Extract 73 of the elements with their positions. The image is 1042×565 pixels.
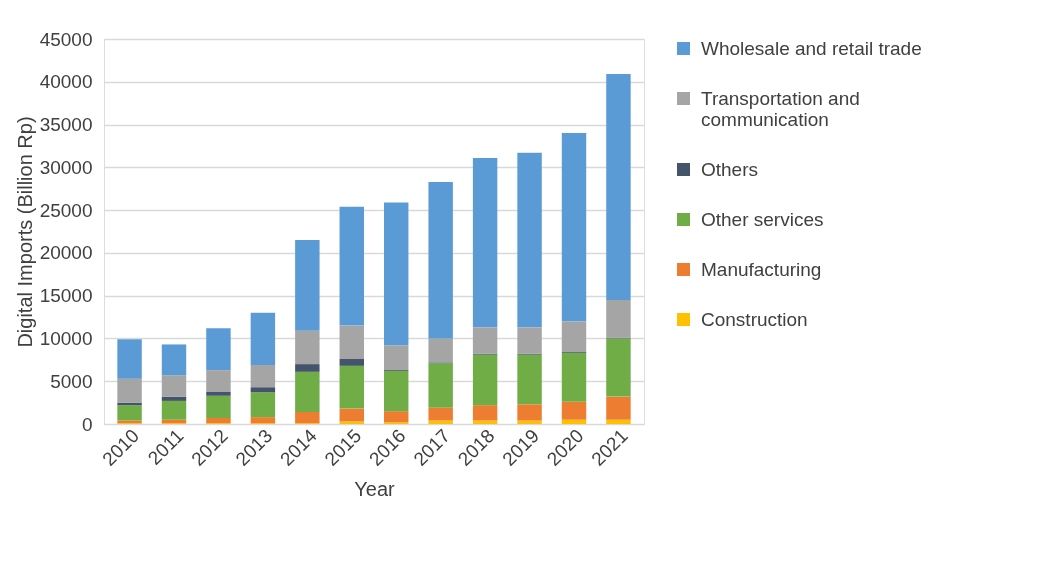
bar <box>339 365 364 409</box>
y-tick-label: 40000 <box>39 71 93 93</box>
bar <box>384 370 409 412</box>
bar <box>250 312 276 365</box>
bar <box>606 74 631 300</box>
bar <box>428 181 453 339</box>
bar <box>606 299 631 338</box>
bar <box>428 363 453 408</box>
bar <box>428 407 453 421</box>
legend-label: Manufacturing <box>701 258 822 280</box>
bar <box>339 408 364 422</box>
bar <box>295 364 320 372</box>
bar <box>472 405 498 421</box>
bar <box>206 391 231 396</box>
legend-label: Transportation and communication <box>701 87 860 130</box>
bar <box>561 419 587 424</box>
bar <box>250 387 276 393</box>
bar <box>517 327 542 354</box>
legend-label: Wholesale and retail trade <box>701 37 922 59</box>
bar <box>206 370 231 392</box>
bar <box>472 157 498 328</box>
bar <box>606 338 631 397</box>
legend-label: Construction <box>701 308 808 330</box>
bar <box>339 358 364 366</box>
bar <box>161 396 187 401</box>
bar <box>206 395 231 419</box>
bar <box>295 240 320 331</box>
y-tick-label: 25000 <box>39 199 93 221</box>
bar <box>250 364 276 388</box>
bar <box>561 401 587 420</box>
bar <box>606 419 631 424</box>
bar <box>250 417 276 424</box>
y-tick-label: 15000 <box>39 285 93 307</box>
bar <box>384 345 409 371</box>
bar <box>561 133 587 322</box>
bar <box>517 354 542 405</box>
bar <box>117 378 142 403</box>
x-axis-title: Year <box>354 477 396 500</box>
bar <box>384 202 409 346</box>
bar <box>339 206 364 326</box>
y-tick-label: 10000 <box>39 327 93 349</box>
y-tick-label: 30000 <box>39 156 93 178</box>
bar <box>472 327 498 354</box>
bar <box>117 405 142 421</box>
y-tick-label: 45000 <box>39 28 93 50</box>
bar <box>472 354 498 406</box>
bar <box>161 419 187 424</box>
bar <box>161 400 187 420</box>
bar <box>161 344 187 376</box>
bar <box>517 152 542 328</box>
bar <box>339 421 364 424</box>
y-tick-label: 5000 <box>50 370 93 392</box>
bar <box>250 392 276 418</box>
y-tick-label: 0 <box>81 413 93 435</box>
bar <box>295 412 320 424</box>
bar <box>561 352 587 402</box>
legend-label: Other services <box>701 208 824 230</box>
bar <box>295 330 320 365</box>
bar <box>561 321 587 353</box>
bar <box>339 325 364 359</box>
bar <box>295 371 320 413</box>
legend-label: Others <box>701 158 759 180</box>
bar <box>517 404 542 421</box>
bar <box>206 328 231 371</box>
bar <box>428 338 453 363</box>
bar <box>117 339 142 379</box>
y-axis-title: Digital Imports (Billion Rp) <box>13 116 36 348</box>
bar <box>161 375 187 397</box>
y-tick-label: 20000 <box>39 242 93 264</box>
bar <box>606 396 631 420</box>
y-tick-label: 35000 <box>39 114 93 136</box>
bar <box>384 411 409 423</box>
bar <box>206 418 231 424</box>
